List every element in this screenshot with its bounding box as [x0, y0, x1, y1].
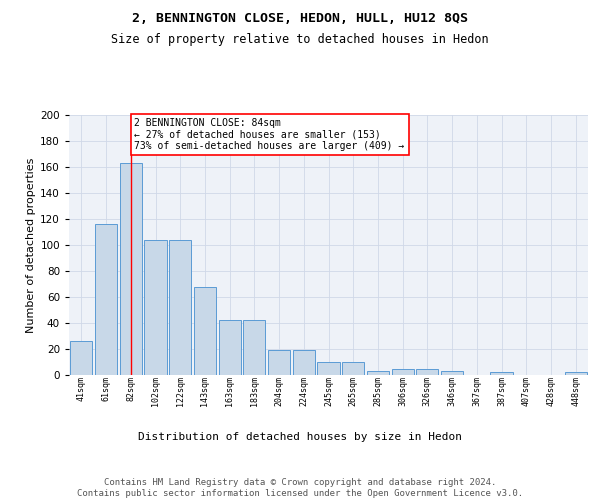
Bar — [565, 372, 587, 375]
Text: 2, BENNINGTON CLOSE, HEDON, HULL, HU12 8QS: 2, BENNINGTON CLOSE, HEDON, HULL, HU12 8… — [132, 12, 468, 26]
Text: 2 BENNINGTON CLOSE: 84sqm
← 27% of detached houses are smaller (153)
73% of semi: 2 BENNINGTON CLOSE: 84sqm ← 27% of detac… — [134, 118, 405, 151]
Text: Distribution of detached houses by size in Hedon: Distribution of detached houses by size … — [138, 432, 462, 442]
Bar — [392, 368, 414, 375]
Bar — [293, 350, 315, 375]
Bar — [95, 224, 117, 375]
Y-axis label: Number of detached properties: Number of detached properties — [26, 158, 36, 332]
Bar — [70, 341, 92, 375]
Text: Contains HM Land Registry data © Crown copyright and database right 2024.
Contai: Contains HM Land Registry data © Crown c… — [77, 478, 523, 498]
Bar — [367, 371, 389, 375]
Bar — [342, 362, 364, 375]
Bar — [268, 350, 290, 375]
Bar — [145, 240, 167, 375]
Bar — [416, 368, 439, 375]
Bar — [317, 362, 340, 375]
Bar — [119, 163, 142, 375]
Text: Size of property relative to detached houses in Hedon: Size of property relative to detached ho… — [111, 32, 489, 46]
Bar — [441, 371, 463, 375]
Bar — [490, 372, 512, 375]
Bar — [218, 320, 241, 375]
Bar — [169, 240, 191, 375]
Bar — [194, 286, 216, 375]
Bar — [243, 320, 265, 375]
